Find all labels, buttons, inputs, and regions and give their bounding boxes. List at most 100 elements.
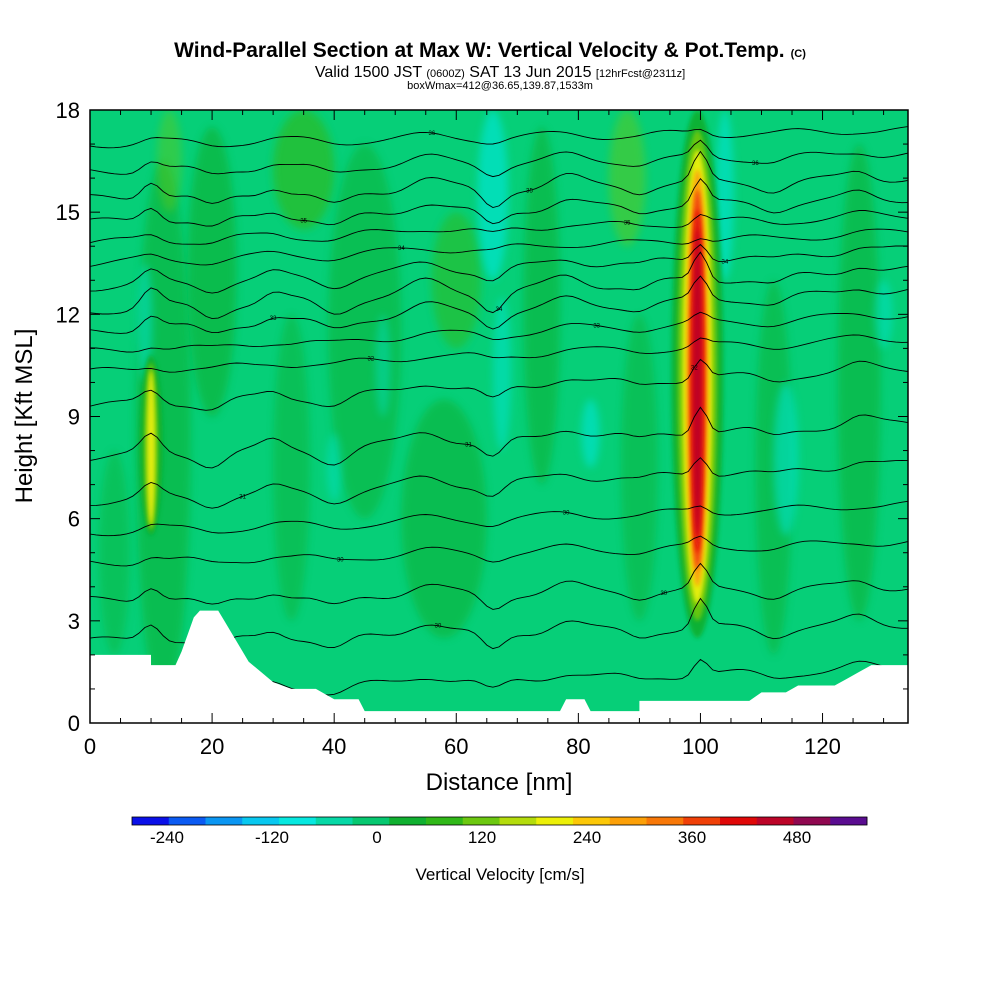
colorbar-swatch xyxy=(352,817,390,825)
velocity-patch xyxy=(431,212,481,349)
x-tick-label: 20 xyxy=(200,734,224,759)
theta-label: 35 xyxy=(526,188,533,194)
y-tick-label: 3 xyxy=(68,609,80,634)
core-ring xyxy=(693,229,702,536)
y-tick-label: 0 xyxy=(68,711,80,736)
chart-subtitle: Valid 1500 JST (0600Z) SAT 13 Jun 2015 [… xyxy=(315,64,685,81)
colorbar-swatch xyxy=(720,817,758,825)
terrain xyxy=(90,610,908,723)
updraft-cores xyxy=(139,110,724,638)
colorbar-swatch xyxy=(426,817,464,825)
theta-label: 30 xyxy=(660,591,667,597)
colorbar-swatch xyxy=(756,817,794,825)
colorbar-swatch xyxy=(279,817,317,825)
colorbar-swatch xyxy=(132,817,170,825)
colorbar: -240 -120 0 120 240 360 480 xyxy=(131,816,868,847)
colorbar-swatch xyxy=(462,817,500,825)
colorbar-swatch xyxy=(499,817,537,825)
velocity-patch xyxy=(621,314,658,621)
theta-label: 30 xyxy=(337,557,344,563)
velocity-patch xyxy=(773,382,799,536)
theta-contour xyxy=(90,275,908,334)
y-tick-label: 18 xyxy=(56,98,80,123)
theta-contour xyxy=(90,243,908,294)
velocity-patch xyxy=(137,263,153,383)
y-axis-label: Height [Kft MSL] xyxy=(11,329,38,504)
theta-label: 31 xyxy=(239,494,246,500)
theta-label: 36 xyxy=(429,131,436,137)
theta-label: 34 xyxy=(398,246,405,252)
velocity-patch xyxy=(326,433,342,502)
velocity-patch xyxy=(608,110,646,247)
chart-subtitle-box: boxWmax=412@36.65,139.87,1533m xyxy=(407,80,593,92)
colorbar-swatch xyxy=(315,817,353,825)
theta-label: 34 xyxy=(496,307,503,313)
velocity-patch xyxy=(99,450,130,655)
y-tick-label: 6 xyxy=(68,507,80,532)
velocity-patch xyxy=(273,314,310,621)
theta-label: 33 xyxy=(270,316,277,322)
colorbar-tick-label: 120 xyxy=(468,828,496,847)
x-tick-label: 40 xyxy=(322,734,346,759)
theta-contour xyxy=(90,535,908,567)
x-tick-label: 60 xyxy=(444,734,468,759)
x-axis-label: Distance [nm] xyxy=(426,769,573,796)
theta-contour xyxy=(90,562,908,610)
theta-contour xyxy=(90,126,908,149)
theta-label: 36 xyxy=(752,161,759,167)
colorbar-swatch xyxy=(242,817,280,825)
updraft-core xyxy=(139,355,164,536)
theta-contour xyxy=(90,139,908,178)
chart-title: Wind-Parallel Section at Max W: Vertical… xyxy=(174,39,806,62)
velocity-patch xyxy=(492,297,512,451)
colorbar-swatch xyxy=(793,817,831,825)
theta-contour xyxy=(90,150,908,208)
theta-label: 34 xyxy=(722,259,729,265)
theta-label: 33 xyxy=(593,324,600,330)
y-tick-label: 12 xyxy=(56,302,80,327)
colorbar-swatch xyxy=(609,817,647,825)
y-tick-label: 15 xyxy=(56,200,80,225)
x-axis: 0 20 40 60 80 100 120 xyxy=(84,110,885,759)
core-ring xyxy=(147,370,156,526)
velocity-patch xyxy=(157,110,182,213)
theta-contour xyxy=(90,311,908,353)
colorbar-swatch xyxy=(573,817,611,825)
theta-contour xyxy=(90,358,908,411)
colorbar-frame xyxy=(131,816,868,826)
colorbar-swatch xyxy=(205,817,243,825)
velocity-patch xyxy=(581,399,600,468)
colorbar-swatch xyxy=(389,817,427,825)
theta-label: 30 xyxy=(435,624,442,630)
colorbar-tick-label: -240 xyxy=(150,828,184,847)
velocity-patch xyxy=(187,127,237,417)
velocity-patch xyxy=(477,110,509,281)
colorbar-swatch xyxy=(168,817,206,825)
x-tick-label: 80 xyxy=(566,734,590,759)
velocity-patch xyxy=(401,399,487,638)
x-tick-label: 0 xyxy=(84,734,96,759)
velocity-patch xyxy=(375,314,391,417)
theta-contour xyxy=(90,500,908,537)
velocity-patch xyxy=(523,127,561,485)
colorbar-swatch xyxy=(683,817,721,825)
velocity-patch xyxy=(328,144,402,519)
velocity-patch xyxy=(715,110,735,281)
velocity-patch xyxy=(837,144,881,621)
theta-label: 31 xyxy=(465,442,472,448)
theta-contour xyxy=(90,406,908,469)
theta-contour xyxy=(90,334,908,373)
colorbar-swatch xyxy=(830,817,868,825)
plot-area: 30303030303131323233333434343535353636 xyxy=(90,110,908,723)
colorbar-tick-label: 360 xyxy=(678,828,706,847)
theta-label: 32 xyxy=(691,365,698,371)
colorbar-tick-label: -120 xyxy=(255,828,289,847)
colorbar-tick-label: 480 xyxy=(783,828,811,847)
theta-label: 35 xyxy=(300,218,307,224)
velocity-patch xyxy=(755,280,793,655)
x-tick-label: 100 xyxy=(682,734,719,759)
colorbar-label: Vertical Velocity [cm/s] xyxy=(415,865,584,884)
velocity-patch xyxy=(874,280,893,349)
